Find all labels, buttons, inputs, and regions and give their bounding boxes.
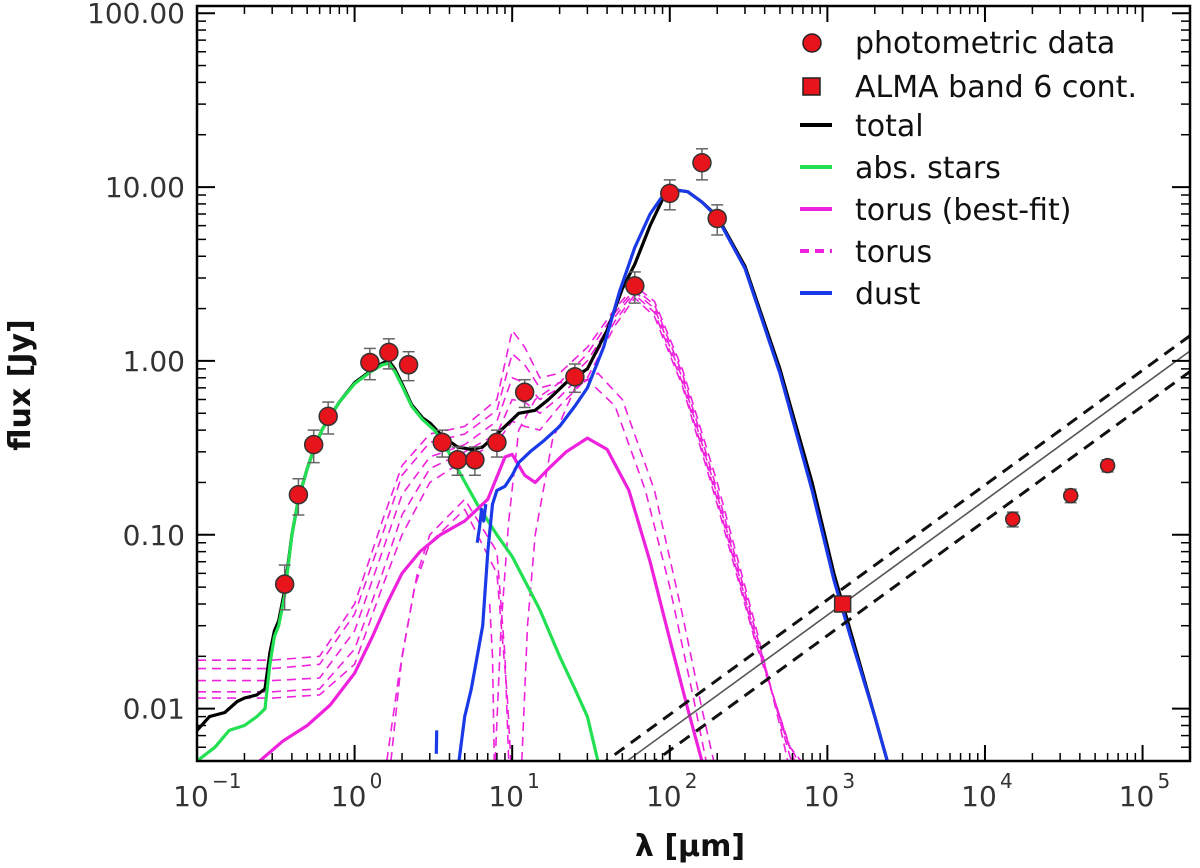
legend-item-0: photometric data [802, 26, 1115, 61]
plot-frame [195, 4, 1192, 763]
legend: photometric data ALMA band 6 cont. total ab… [800, 26, 1137, 312]
photometric-point-0 [274, 574, 295, 594]
photometric-point-18 [1062, 487, 1079, 504]
x-tick-label-4: 10 [804, 780, 840, 813]
legend-label: torus [855, 235, 932, 270]
legend-symbol-square [802, 77, 821, 96]
y-tick-label-2: 1.00 [123, 345, 185, 378]
x-tick-label-6: 10 [1119, 780, 1155, 813]
legend-item-6: dust [800, 277, 921, 312]
legend-item-5: torus [800, 235, 932, 270]
legend-item-1: ALMA band 6 cont. [802, 70, 1137, 105]
x-tick-exponent-4: 3 [842, 769, 855, 793]
series-line-torus-1 [197, 285, 789, 761]
y-tick-label-4: 100.00 [87, 0, 185, 30]
series-line-torus-9 [521, 372, 715, 761]
legend-item-2: total [800, 109, 924, 144]
photometric-point-1 [288, 484, 309, 505]
x-tick-exponent-5: 4 [1000, 769, 1013, 793]
series-line-torus-2 [197, 288, 793, 761]
y-tick-label-3: 10.00 [105, 171, 185, 204]
legend-label: torus (best-fit) [855, 193, 1071, 228]
x-tick-label-3: 10 [646, 780, 682, 813]
x-tick-label-1: 10 [331, 780, 367, 813]
legend-label: dust [855, 277, 921, 312]
data-points [274, 148, 1116, 613]
photometric-point-15 [692, 152, 712, 173]
series-line-abs-stars [197, 361, 600, 761]
photometric-point-3 [318, 406, 338, 427]
x-tick-exponent-2: 1 [527, 769, 540, 793]
photometric-point-4 [360, 352, 380, 373]
photometric-point-19 [1099, 457, 1116, 474]
photometric-point-10 [487, 432, 507, 453]
photometric-point-14 [660, 183, 680, 204]
series-line-torus-4 [197, 294, 799, 761]
legend-item-3: abs. stars [800, 151, 1001, 186]
x-tick-exponent-0: −1 [212, 769, 241, 793]
series-line-torus-7 [386, 508, 512, 761]
x-tick-exponent-1: 0 [370, 769, 383, 793]
legend-label: abs. stars [855, 151, 1001, 186]
photometric-point-9 [465, 450, 485, 470]
x-tick-label-0: 10 [173, 780, 209, 813]
model-curves [197, 188, 1190, 761]
series-line-dust-fragment-2 [475, 504, 488, 544]
x-tick-label-5: 10 [961, 780, 997, 813]
legend-symbol-circle [802, 33, 822, 53]
legend-label: total [855, 109, 924, 144]
x-axis-title: λ [μm] [635, 829, 745, 864]
photometric-point-12 [565, 367, 585, 387]
alma-point-0 [833, 595, 852, 613]
x-tick-exponent-6: 5 [1158, 769, 1171, 793]
photometric-point-8 [447, 450, 468, 470]
photometric-point-13 [625, 276, 645, 296]
photometric-point-16 [707, 208, 727, 229]
series-line-torus-10 [488, 603, 496, 761]
legend-label: ALMA band 6 cont. [855, 70, 1137, 105]
legend-label: photometric data [855, 26, 1115, 61]
y-tick-label-1: 0.10 [123, 519, 185, 552]
axes: 10 −1 10 0 10 1 10 2 10 3 10 4 10 50.010.101.0010.001… [87, 0, 1190, 813]
photometric-point-6 [398, 355, 419, 375]
fit-line-synchrotron-lower [652, 370, 1190, 761]
series-line-dust [457, 188, 889, 761]
x-tick-exponent-3: 2 [685, 769, 698, 793]
photometric-point-2 [303, 434, 324, 455]
fit-line-synchrotron-upper [603, 334, 1190, 761]
legend-item-4: torus (best-fit) [800, 193, 1071, 228]
photometric-point-5 [379, 342, 399, 363]
photometric-point-11 [514, 382, 535, 403]
fit-line-synchrotron-fit [625, 350, 1190, 761]
y-tick-label-0: 0.01 [123, 693, 185, 726]
x-tick-label-2: 10 [488, 780, 524, 813]
series-line-torus-best-fit- [258, 436, 704, 761]
y-axis-title: flux [Jy] [3, 319, 38, 451]
photometric-point-17 [1004, 511, 1021, 527]
series-line-torus-6 [390, 498, 510, 761]
photometric-point-7 [432, 432, 453, 453]
series-line-torus-8 [494, 378, 707, 761]
series-line-torus-5 [197, 297, 802, 761]
